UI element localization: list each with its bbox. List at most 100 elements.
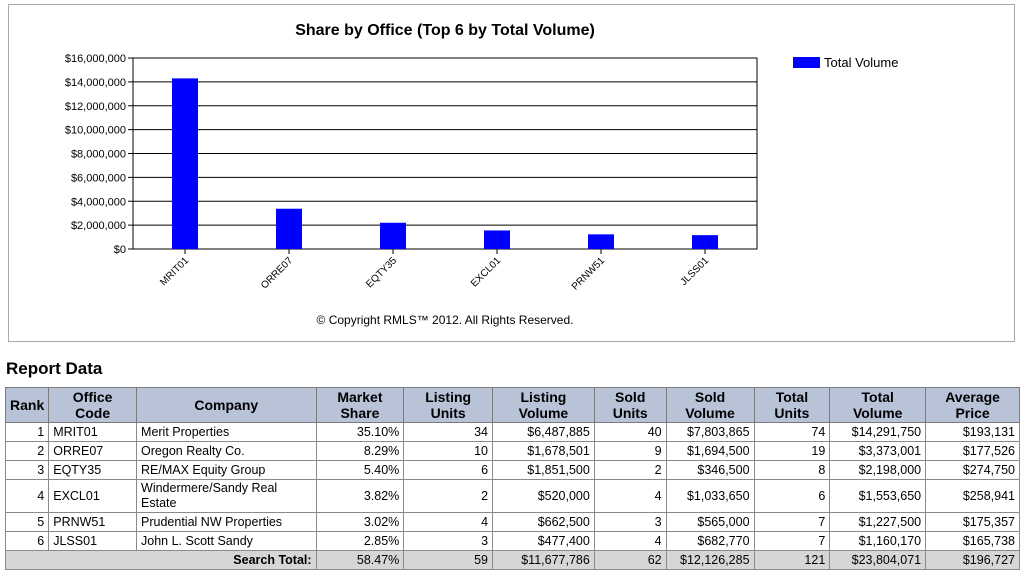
cell-company: RE/MAX Equity Group [136, 460, 317, 480]
cell-total-units: 19 [753, 441, 831, 461]
cell-office-code: EQTY35 [48, 460, 138, 480]
table-total-row: Search Total: 58.47% 59 $11,677,786 62 $… [5, 550, 1020, 570]
cell-total-volume: $1,160,170 [829, 531, 927, 551]
cell-listing-volume: $662,500 [492, 512, 595, 532]
cell-office-code: ORRE07 [48, 441, 138, 461]
x-tick-label: ORRE07 [259, 255, 295, 291]
cell-listing-volume: $6,487,885 [492, 422, 595, 442]
table-row: 5 PRNW51 Prudential NW Properties 3.02% … [4, 512, 1020, 532]
cell-rank: 5 [4, 512, 50, 532]
cell-sold-units: 4 [593, 479, 667, 513]
cell-sold-units: 2 [593, 460, 667, 480]
col-header-sold-units[interactable]: Sold Units [593, 387, 667, 423]
header-line: Sold [615, 389, 646, 405]
cell-average-price: $258,941 [925, 479, 1020, 513]
total-listing-units: 59 [403, 550, 494, 570]
cell-total-volume: $1,227,500 [829, 512, 927, 532]
col-header-office-code[interactable]: Office Code [48, 387, 138, 423]
y-tick-label: $8,000,000 [71, 149, 126, 161]
y-tick-label: $14,000,000 [65, 77, 126, 89]
col-header-average-price[interactable]: Average Price [925, 387, 1020, 423]
total-sold-units: 62 [593, 550, 667, 570]
report-table: Rank Office Code Company Market Share List… [4, 387, 1020, 570]
header-line: Market [337, 389, 383, 405]
cell-sold-volume: $1,033,650 [665, 479, 755, 513]
cell-total-volume: $14,291,750 [829, 422, 927, 442]
cell-rank: 3 [4, 460, 50, 480]
cell-total-volume: $1,553,650 [829, 479, 927, 513]
cell-average-price: $177,526 [925, 441, 1020, 461]
cell-office-code: PRNW51 [48, 512, 138, 532]
col-header-total-units[interactable]: Total Units [753, 387, 831, 423]
table-header-row: Rank Office Code Company Market Share List… [4, 387, 1020, 423]
y-tick-label: $10,000,000 [65, 125, 126, 137]
table-row: 3 EQTY35 RE/MAX Equity Group 5.40% 6 $1,… [4, 460, 1020, 480]
bar-chart: Share by Office (Top 6 by Total Volume) $… [65, 22, 899, 327]
total-average-price: $196,727 [925, 550, 1020, 570]
cell-sold-volume: $346,500 [665, 460, 755, 480]
col-header-total-volume[interactable]: Total Volume [829, 387, 927, 423]
table-row: 1 MRIT01 Merit Properties 35.10% 34 $6,4… [4, 422, 1020, 442]
header-line: Code [75, 405, 111, 421]
header-line: Units [612, 405, 648, 421]
cell-listing-units: 34 [403, 422, 494, 442]
bar [172, 78, 198, 249]
cell-sold-volume: $565,000 [665, 512, 755, 532]
cell-market-share: 35.10% [315, 422, 405, 442]
cell-market-share: 3.02% [315, 512, 405, 532]
cell-company: Prudential NW Properties [136, 512, 317, 532]
cell-office-code: MRIT01 [48, 422, 138, 442]
header-line: Sold [694, 389, 726, 405]
total-total-units: 121 [753, 550, 831, 570]
cell-total-volume: $2,198,000 [829, 460, 927, 480]
cell-total-units: 74 [753, 422, 831, 442]
x-tick-label: PRNW51 [570, 255, 608, 293]
header-line: Listing [425, 389, 472, 405]
bar [276, 208, 302, 249]
y-tick-label: $0 [114, 244, 126, 256]
cell-listing-units: 10 [403, 441, 494, 461]
x-tick-label: EQTY35 [364, 255, 399, 290]
cell-office-code: EXCL01 [48, 479, 138, 513]
cell-average-price: $274,750 [925, 460, 1020, 480]
header-line: Volume [685, 405, 735, 421]
cell-average-price: $175,357 [925, 512, 1020, 532]
cell-sold-units: 9 [593, 441, 667, 461]
cell-listing-volume: $1,678,501 [492, 441, 595, 461]
cell-listing-units: 3 [403, 531, 494, 551]
cell-market-share: 5.40% [315, 460, 405, 480]
col-header-rank[interactable]: Rank [4, 387, 50, 423]
header-line: Average [945, 389, 1000, 405]
x-tick-label: JLSS01 [679, 255, 712, 288]
cell-total-units: 7 [753, 531, 831, 551]
cell-listing-volume: $520,000 [492, 479, 595, 513]
header-line: Total [775, 389, 809, 405]
copyright-footnote: © Copyright RMLS™ 2012. All Rights Reser… [317, 313, 574, 327]
cell-sold-volume: $682,770 [665, 531, 755, 551]
cell-total-units: 8 [753, 460, 831, 480]
legend-swatch [793, 57, 820, 68]
total-label: Search Total: [5, 550, 317, 570]
table-row: 4 EXCL01 Windermere/Sandy Real Estate 3.… [4, 479, 1020, 513]
table-row: 6 JLSS01 John L. Scott Sandy 2.85% 3 $47… [4, 531, 1020, 551]
total-listing-volume: $11,677,786 [492, 550, 595, 570]
plot-frame [132, 57, 758, 250]
total-sold-volume: $12,126,285 [665, 550, 755, 570]
col-header-market-share[interactable]: Market Share [315, 387, 405, 423]
col-header-sold-volume[interactable]: Sold Volume [665, 387, 755, 423]
cell-company: Oregon Realty Co. [136, 441, 317, 461]
col-header-listing-units[interactable]: Listing Units [403, 387, 494, 423]
cell-listing-volume: $477,400 [492, 531, 595, 551]
legend-label: Total Volume [824, 55, 898, 70]
cell-average-price: $165,738 [925, 531, 1020, 551]
cell-company: John L. Scott Sandy [136, 531, 317, 551]
y-tick-label: $12,000,000 [65, 101, 126, 113]
header-line: Volume [852, 405, 903, 421]
col-header-listing-volume[interactable]: Listing Volume [492, 387, 595, 423]
total-market-share: 58.47% [315, 550, 405, 570]
col-header-company[interactable]: Company [136, 387, 317, 423]
cell-sold-units: 3 [593, 512, 667, 532]
header-line: Listing [520, 389, 567, 405]
y-tick-label: $16,000,000 [65, 53, 126, 65]
cell-market-share: 8.29% [315, 441, 405, 461]
